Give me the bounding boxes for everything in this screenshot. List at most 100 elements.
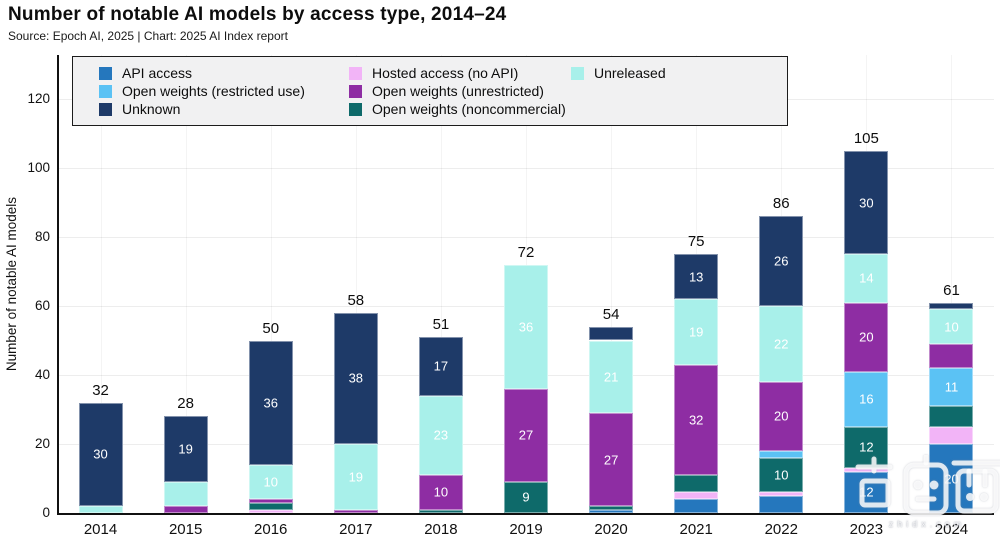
legend-swatch-icon bbox=[349, 66, 362, 80]
legend-item-open-weights-restricted-use: Open weights (restricted use) bbox=[99, 83, 349, 99]
bar-segment-hosted-access-no-api-2021 bbox=[674, 492, 719, 500]
x-axis-tick-label: 2023 bbox=[849, 521, 884, 538]
bar-segment-open-weights-unrestricted-2019: 27 bbox=[504, 388, 548, 482]
legend-label: API access bbox=[122, 65, 193, 81]
segment-value-label: 20 bbox=[774, 408, 789, 424]
bar-segment-open-weights-unrestricted-2018: 10 bbox=[418, 475, 463, 510]
x-axis-tick-label: 2024 bbox=[934, 521, 969, 538]
bar-segment-unknown-2021: 13 bbox=[674, 254, 719, 300]
bar-segment-api-access-2023: 12 bbox=[844, 471, 889, 513]
x-axis-line bbox=[57, 513, 994, 515]
bar-segment-unknown-2014: 30 bbox=[78, 402, 123, 507]
legend: API access Open weights (restricted use) U… bbox=[72, 56, 788, 126]
y-axis-tick-label: 20 bbox=[34, 436, 50, 451]
x-axis-tick-label: 2020 bbox=[594, 521, 628, 538]
segment-value-label: 19 bbox=[348, 469, 364, 485]
y-axis-tick-label: 100 bbox=[27, 160, 50, 175]
bar-segment-unreleased-2014 bbox=[78, 506, 123, 513]
chart-title: Number of notable AI models by access ty… bbox=[8, 4, 507, 25]
segment-value-label: 14 bbox=[859, 270, 874, 286]
bar-total-label: 28 bbox=[177, 395, 194, 413]
legend-item-open-weights-unrestricted: Open weights (unrestricted) bbox=[349, 83, 571, 99]
bar-segment-open-weights-unrestricted-2016 bbox=[248, 499, 293, 503]
bar-segment-unreleased-2023: 14 bbox=[844, 254, 889, 303]
segment-value-label: 32 bbox=[688, 412, 704, 428]
bar-segment-unknown-2020 bbox=[589, 326, 634, 341]
bar-segment-unreleased-2020: 21 bbox=[589, 340, 634, 413]
bar-segment-unreleased-2019: 36 bbox=[504, 264, 548, 389]
bar-segment-unknown-2015: 19 bbox=[163, 416, 208, 482]
segment-value-label: 10 bbox=[263, 474, 278, 490]
segment-value-label: 27 bbox=[603, 452, 619, 467]
bar-segment-open-weights-noncommercial-2023: 12 bbox=[844, 426, 889, 469]
segment-value-label: 20 bbox=[859, 329, 874, 345]
bar-segment-open-weights-unrestricted-2021: 32 bbox=[674, 364, 719, 476]
bar-total-label: 86 bbox=[772, 195, 790, 213]
bar-segment-hosted-access-no-api-2016 bbox=[248, 509, 293, 513]
bar-segment-unreleased-2016: 10 bbox=[248, 464, 293, 500]
legend-label: Open weights (unrestricted) bbox=[372, 83, 544, 99]
segment-value-label: 12 bbox=[859, 484, 874, 500]
bar-segment-open-weights-unrestricted-2023: 20 bbox=[844, 302, 889, 372]
bar-segment-api-access-2024: 20 bbox=[929, 444, 974, 513]
segment-value-label: 17 bbox=[433, 358, 449, 374]
segment-value-label: 20 bbox=[944, 471, 959, 486]
y-axis-tick-label: 80 bbox=[34, 229, 50, 244]
bar-segment-open-weights-noncommercial-2022: 10 bbox=[759, 457, 804, 493]
segment-value-label: 10 bbox=[944, 319, 959, 335]
bar-segment-open-weights-restricted-use-2022 bbox=[759, 450, 804, 458]
x-axis-tick-label: 2019 bbox=[509, 521, 543, 538]
bar-segment-open-weights-unrestricted-2015 bbox=[163, 506, 208, 513]
y-axis-line bbox=[57, 55, 59, 513]
legend-item-open-weights-noncommercial: Open weights (noncommercial) bbox=[349, 101, 571, 117]
segment-value-label: 30 bbox=[859, 195, 874, 210]
segment-value-label: 16 bbox=[859, 391, 874, 407]
bar-total-label: 50 bbox=[262, 319, 280, 337]
bar-total-label: 72 bbox=[517, 243, 535, 261]
bar-segment-open-weights-unrestricted-2017 bbox=[333, 509, 378, 513]
legend-item-unknown: Unknown bbox=[99, 101, 349, 117]
bar-segment-api-access-2021 bbox=[674, 499, 719, 513]
segment-value-label: 21 bbox=[603, 369, 619, 385]
segment-value-label: 30 bbox=[93, 446, 108, 462]
legend-swatch-icon bbox=[99, 102, 112, 116]
bar-segment-open-weights-restricted-use-2023: 16 bbox=[844, 371, 889, 427]
gridline-vertical bbox=[185, 55, 187, 513]
bar-segment-api-access-2020 bbox=[589, 509, 634, 513]
segment-value-label: 19 bbox=[688, 324, 704, 340]
bar-segment-open-weights-noncommercial-2024 bbox=[929, 406, 974, 427]
chart-source-note: Source: Epoch AI, 2025 | Chart: 2025 AI … bbox=[8, 29, 288, 43]
segment-value-label: 12 bbox=[859, 439, 874, 455]
legend-swatch-icon bbox=[99, 66, 112, 80]
legend-label: Unreleased bbox=[594, 65, 666, 81]
bar-segment-unknown-2024 bbox=[929, 302, 974, 310]
y-axis-tick-label: 60 bbox=[34, 298, 50, 313]
gridline-vertical bbox=[355, 55, 357, 513]
x-axis-tick-label: 2021 bbox=[679, 521, 713, 538]
bar-segment-open-weights-noncommercial-2020 bbox=[589, 506, 634, 510]
legend-item-unreleased: Unreleased bbox=[571, 65, 773, 81]
bar-total-label: 32 bbox=[92, 381, 109, 399]
bar-segment-unreleased-2022: 22 bbox=[759, 306, 804, 382]
y-axis-tick-label: 40 bbox=[34, 367, 50, 382]
bar-segment-unreleased-2017: 19 bbox=[333, 444, 378, 510]
bar-total-label: 75 bbox=[687, 233, 705, 251]
legend-label: Open weights (noncommercial) bbox=[372, 101, 566, 117]
gridline-vertical bbox=[100, 55, 102, 513]
bar-segment-open-weights-noncommercial-2019: 9 bbox=[504, 481, 548, 513]
bar-segment-hosted-access-no-api-2024 bbox=[929, 426, 974, 444]
gridline-horizontal bbox=[58, 237, 994, 238]
legend-item-hosted-access-no-api: Hosted access (no API) bbox=[349, 65, 571, 81]
segment-value-label: 11 bbox=[944, 379, 959, 395]
bar-segment-unknown-2017: 38 bbox=[333, 312, 378, 444]
bar-total-label: 105 bbox=[853, 129, 879, 147]
legend-label: Unknown bbox=[122, 101, 181, 117]
gridline-vertical bbox=[611, 55, 613, 513]
bar-segment-open-weights-unrestricted-2020: 27 bbox=[589, 412, 634, 507]
legend-swatch-icon bbox=[349, 102, 362, 116]
bar-segment-unknown-2023: 30 bbox=[844, 150, 889, 255]
gridline-vertical bbox=[440, 55, 442, 513]
y-axis-tick-label: 0 bbox=[42, 505, 50, 520]
